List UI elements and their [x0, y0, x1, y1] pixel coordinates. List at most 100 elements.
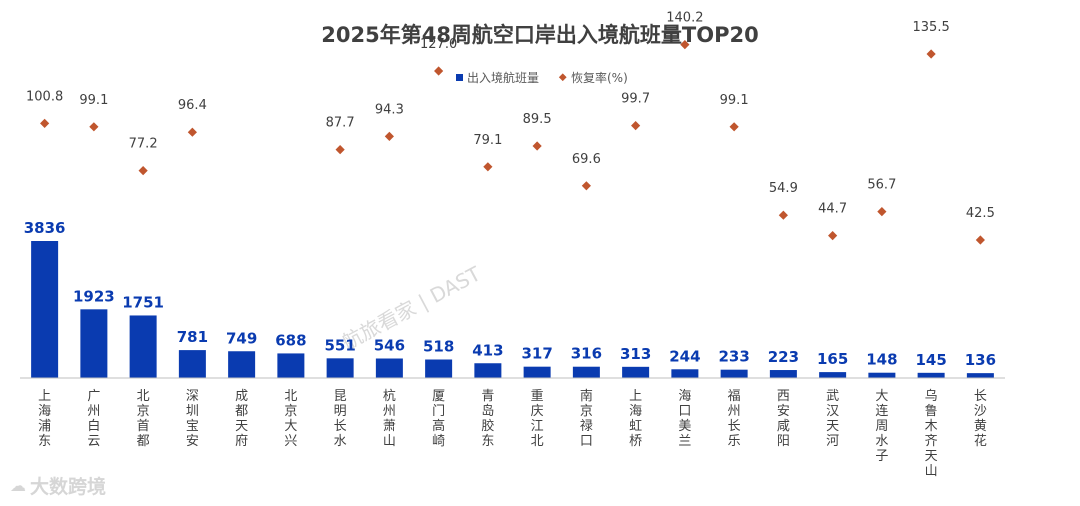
recovery-point	[532, 141, 542, 151]
recovery-point-label: 44.7	[818, 202, 847, 217]
legend-bar-label: 出入境航班量	[467, 70, 539, 85]
bar-value-label: 233	[718, 348, 749, 366]
recovery-point	[828, 231, 838, 241]
recovery-point-label: 87.7	[326, 116, 355, 131]
category-label: 广州白云	[87, 389, 100, 449]
bar	[622, 366, 650, 378]
recovery-point-label: 135.5	[913, 20, 950, 35]
recovery-point-label: 77.2	[129, 137, 158, 152]
category-label: 北京大兴	[284, 389, 297, 449]
bar	[720, 369, 748, 378]
bar	[375, 358, 403, 378]
category-label: 乌鲁木齐天山	[925, 388, 938, 479]
recovery-point-label: 54.9	[769, 181, 798, 196]
bar-value-label: 223	[768, 348, 799, 366]
bar	[819, 372, 847, 378]
category-label: 西安咸阳	[777, 389, 790, 449]
recovery-point-label: 127.0	[420, 37, 457, 52]
category-label: 青岛胶东	[481, 389, 494, 449]
recovery-point	[138, 166, 148, 176]
category-label: 大连周水子	[875, 389, 888, 464]
bar-value-label: 316	[571, 345, 602, 363]
category-label: 武汉天河	[826, 389, 839, 449]
bar	[425, 359, 453, 378]
category-label: 上海虹桥	[629, 389, 642, 449]
recovery-point-label: 42.5	[966, 206, 995, 221]
category-label: 重庆江北	[531, 388, 544, 449]
bar-value-label: 1923	[73, 287, 115, 305]
bar-value-label: 1751	[122, 293, 164, 311]
recovery-point	[483, 162, 493, 172]
recovery-point	[581, 181, 591, 191]
bar-value-label: 781	[177, 328, 208, 346]
recovery-point	[631, 121, 641, 131]
bar-value-label: 136	[965, 351, 996, 369]
bar	[769, 370, 797, 378]
bar	[277, 353, 305, 378]
recovery-point	[680, 40, 690, 50]
bar	[129, 315, 157, 378]
bar	[228, 351, 256, 378]
bar	[474, 363, 502, 378]
bar	[31, 241, 59, 378]
recovery-point	[434, 66, 444, 76]
recovery-point-label: 94.3	[375, 102, 404, 117]
bar	[671, 369, 699, 378]
bar-value-label: 244	[669, 347, 700, 365]
bar-value-label: 317	[521, 345, 552, 363]
bar-value-label: 413	[472, 341, 503, 359]
bar-value-label: 546	[374, 337, 405, 355]
category-label: 厦门高崎	[432, 389, 445, 449]
bar	[917, 372, 945, 378]
cloud-logo-icon: ☁	[10, 476, 26, 495]
bar-value-label: 749	[226, 329, 257, 347]
recovery-point	[40, 118, 50, 128]
bar-value-label: 148	[866, 351, 897, 369]
category-label: 杭州萧山	[383, 389, 396, 449]
chart-title: 2025年第48周航空口岸出入境航班量TOP20	[321, 23, 758, 47]
recovery-point-label: 69.6	[572, 152, 601, 167]
watermark: 航旅看家 | DAST	[338, 261, 485, 354]
category-label: 南京禄口	[580, 388, 593, 449]
recovery-point	[778, 210, 788, 220]
recovery-point	[877, 207, 887, 217]
category-label: 长沙黄花	[974, 389, 987, 449]
bar	[80, 309, 108, 378]
recovery-point	[89, 122, 99, 132]
recovery-point	[335, 145, 345, 155]
category-label: 北京首都	[137, 389, 150, 449]
brand-logo-text: 大数跨境	[30, 476, 107, 498]
recovery-point-label: 99.1	[79, 93, 108, 108]
category-label: 福州长乐	[728, 389, 741, 449]
bar-value-label: 518	[423, 338, 454, 356]
bar-value-label: 165	[817, 350, 848, 368]
recovery-point-label: 100.8	[26, 89, 63, 104]
recovery-point	[926, 49, 936, 59]
bar	[326, 358, 354, 378]
recovery-point-label: 140.2	[666, 11, 703, 26]
recovery-point-label: 79.1	[473, 133, 502, 148]
recovery-point	[384, 131, 394, 141]
recovery-point-label: 96.4	[178, 98, 207, 113]
legend-bar-swatch	[456, 74, 463, 81]
category-label: 昆明长水	[334, 389, 347, 449]
bar	[178, 350, 206, 378]
recovery-point-label: 56.7	[867, 178, 896, 193]
recovery-point-label: 99.1	[720, 93, 749, 108]
category-label: 成都天府	[235, 389, 248, 449]
bar-value-label: 313	[620, 345, 651, 363]
bar	[523, 366, 551, 378]
bar	[966, 373, 994, 378]
category-label: 海口美兰	[678, 389, 691, 449]
bar	[572, 366, 600, 378]
legend-point-label: 恢复率(%)	[571, 70, 628, 85]
brand-logo: ☁ 大数跨境	[10, 472, 106, 499]
bar-value-label: 688	[275, 331, 306, 349]
bar-value-label: 3836	[24, 219, 66, 237]
legend-point-swatch	[558, 73, 567, 82]
recovery-point	[975, 235, 985, 245]
category-label: 上海浦东	[38, 389, 51, 449]
legend: 出入境航班量 恢复率(%)	[456, 70, 628, 85]
bar-value-label: 145	[915, 351, 946, 369]
